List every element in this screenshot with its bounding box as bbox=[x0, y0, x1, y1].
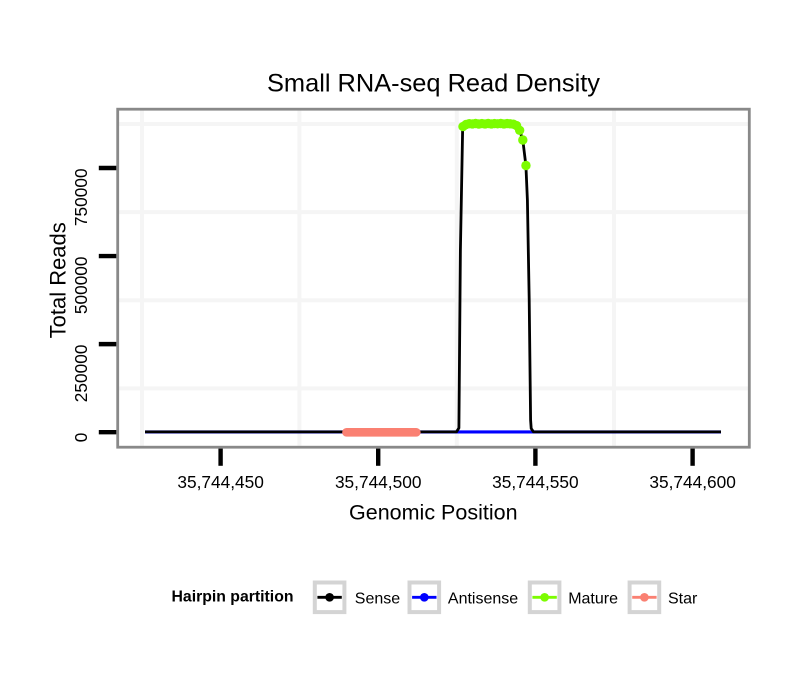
svg-text:250000: 250000 bbox=[71, 345, 91, 403]
svg-text:Sense: Sense bbox=[355, 591, 400, 608]
svg-text:0: 0 bbox=[71, 433, 91, 443]
svg-text:Antisense: Antisense bbox=[448, 591, 518, 608]
svg-text:35,744,550: 35,744,550 bbox=[492, 472, 579, 492]
svg-text:Star: Star bbox=[668, 591, 698, 608]
svg-text:Total Reads: Total Reads bbox=[46, 222, 71, 338]
svg-text:35,744,450: 35,744,450 bbox=[177, 472, 264, 492]
svg-text:500000: 500000 bbox=[71, 256, 91, 314]
svg-text:35,744,600: 35,744,600 bbox=[649, 472, 736, 492]
svg-text:Mature: Mature bbox=[568, 591, 618, 608]
svg-text:750000: 750000 bbox=[71, 168, 91, 226]
svg-text:Hairpin partition: Hairpin partition bbox=[172, 589, 294, 606]
svg-text:Genomic Position: Genomic Position bbox=[349, 500, 518, 524]
svg-text:Small RNA-seq Read Density: Small RNA-seq Read Density bbox=[267, 69, 600, 97]
svg-text:35,744,500: 35,744,500 bbox=[335, 472, 422, 492]
